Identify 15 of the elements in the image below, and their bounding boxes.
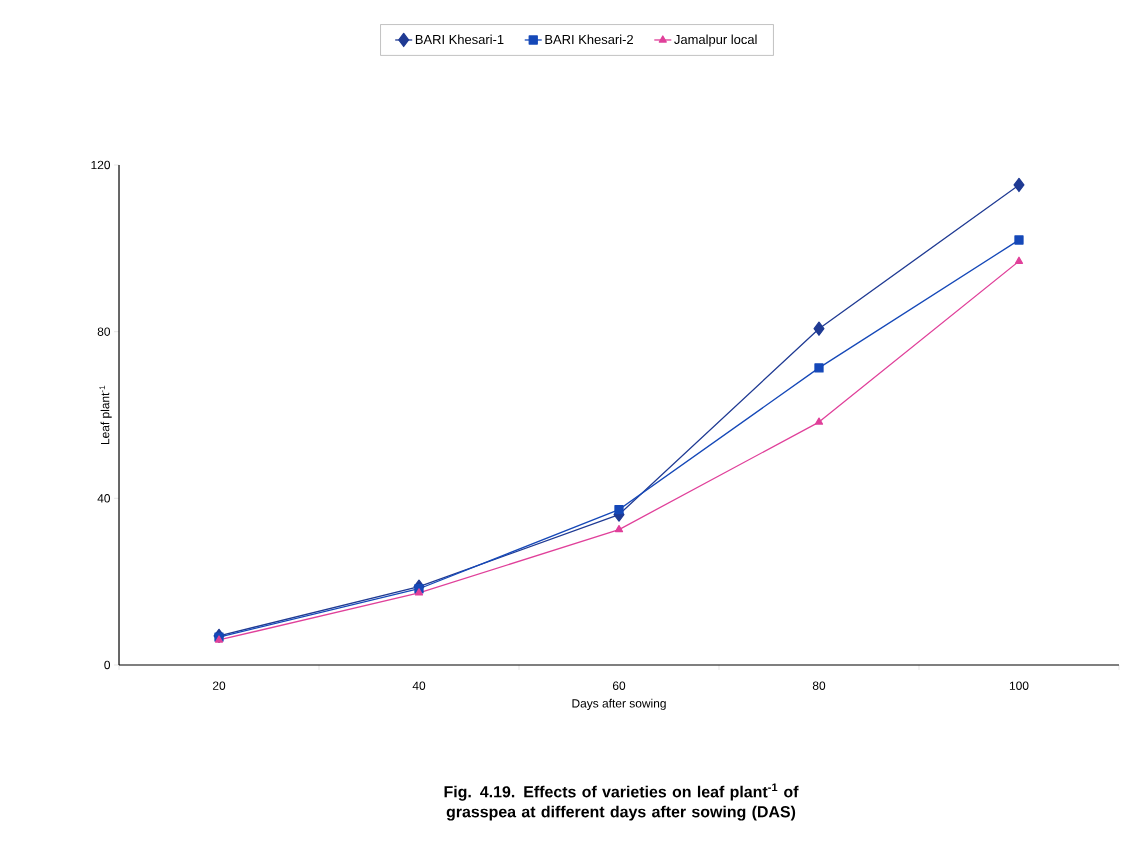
x-tick-label: 80 — [812, 681, 826, 690]
text: Fig. 4.19. Effects of varieties on leaf plant$^{-1}$ of grasspea at different days after sowing (DAS) — [444, 783, 799, 821]
x-tick-label: 20 — [212, 681, 226, 690]
y-tick-label: 0 — [104, 660, 111, 670]
y-axis-title: Leaf plant$^{-1}$ — [99, 385, 112, 445]
x-axis-title: Days after sowing — [572, 698, 666, 710]
y-tick-label: 120 — [91, 160, 111, 170]
legend-label: BARI Khesari-1 — [415, 34, 504, 45]
legend-label: Jamalpur local — [674, 34, 757, 47]
y-tick-label: 40 — [97, 494, 111, 503]
y-tick-label: 80 — [97, 327, 111, 336]
legend-label: BARI Khesari-2 — [545, 34, 633, 45]
x-tick-label: 60 — [612, 681, 626, 690]
x-tick-label: 100 — [1009, 681, 1029, 690]
x-tick-label: 40 — [412, 681, 426, 690]
